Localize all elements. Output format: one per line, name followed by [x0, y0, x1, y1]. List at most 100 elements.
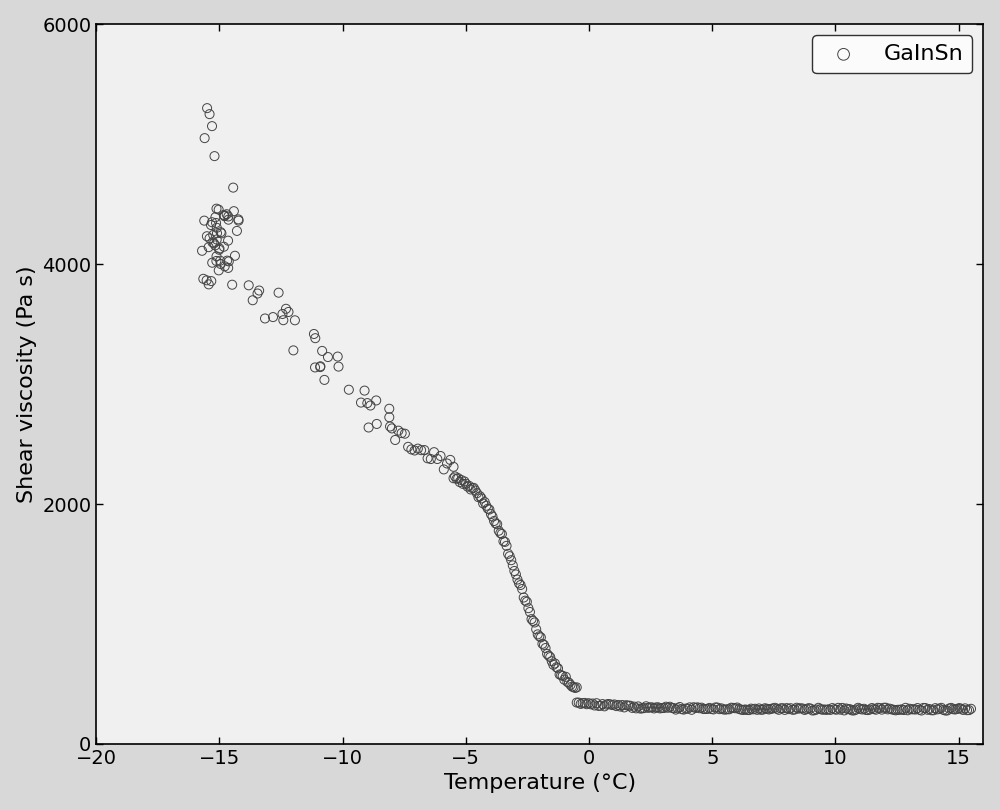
GaInSn	[196, 214, 212, 227]
GaInSn	[628, 702, 644, 715]
GaInSn	[458, 477, 474, 490]
GaInSn	[961, 704, 977, 717]
GaInSn	[921, 702, 937, 715]
GaInSn	[955, 703, 971, 716]
GaInSn	[382, 420, 398, 433]
GaInSn	[230, 213, 246, 226]
GaInSn	[795, 702, 811, 715]
GaInSn	[727, 701, 743, 714]
GaInSn	[528, 623, 544, 636]
GaInSn	[209, 233, 225, 246]
GaInSn	[199, 230, 215, 243]
GaInSn	[591, 699, 607, 712]
GaInSn	[548, 661, 564, 674]
GaInSn	[759, 702, 775, 715]
GaInSn	[559, 676, 575, 688]
GaInSn	[447, 470, 463, 483]
GaInSn	[699, 702, 715, 715]
GaInSn	[729, 701, 745, 714]
GaInSn	[757, 701, 773, 714]
GaInSn	[654, 701, 670, 714]
GaInSn	[561, 676, 577, 689]
GaInSn	[199, 274, 215, 287]
GaInSn	[931, 702, 947, 715]
GaInSn	[423, 453, 439, 466]
GaInSn	[587, 699, 603, 712]
GaInSn	[205, 228, 221, 241]
GaInSn	[832, 703, 848, 716]
GaInSn	[923, 704, 939, 717]
GaInSn	[274, 308, 290, 321]
GaInSn	[854, 703, 870, 716]
GaInSn	[203, 275, 219, 288]
GaInSn	[477, 496, 493, 509]
GaInSn	[384, 422, 400, 435]
GaInSn	[791, 702, 807, 715]
GaInSn	[900, 704, 916, 717]
GaInSn	[410, 442, 426, 455]
GaInSn	[703, 702, 719, 715]
GaInSn	[480, 502, 496, 515]
GaInSn	[844, 704, 860, 717]
GaInSn	[711, 703, 727, 716]
GaInSn	[197, 132, 213, 145]
GaInSn	[481, 503, 497, 516]
GaInSn	[381, 411, 397, 424]
GaInSn	[783, 701, 799, 714]
GaInSn	[779, 701, 795, 714]
GaInSn	[888, 704, 904, 717]
GaInSn	[208, 216, 224, 229]
GaInSn	[874, 703, 890, 716]
GaInSn	[658, 700, 674, 713]
GaInSn	[209, 227, 225, 240]
GaInSn	[755, 703, 771, 716]
GaInSn	[208, 202, 224, 215]
GaInSn	[894, 703, 910, 716]
GaInSn	[513, 578, 529, 591]
GaInSn	[213, 258, 229, 271]
GaInSn	[569, 681, 585, 694]
GaInSn	[690, 701, 706, 714]
GaInSn	[902, 702, 918, 715]
GaInSn	[751, 702, 767, 715]
GaInSn	[357, 384, 373, 397]
GaInSn	[552, 668, 568, 681]
GaInSn	[224, 279, 240, 292]
GaInSn	[511, 577, 527, 590]
GaInSn	[502, 550, 518, 563]
GaInSn	[731, 702, 747, 715]
GaInSn	[204, 256, 220, 269]
GaInSn	[717, 703, 733, 716]
GaInSn	[516, 591, 532, 604]
GaInSn	[485, 510, 501, 523]
GaInSn	[789, 701, 805, 714]
GaInSn	[195, 272, 211, 285]
GaInSn	[381, 403, 397, 416]
GaInSn	[820, 703, 836, 716]
GaInSn	[312, 360, 328, 373]
GaInSn	[733, 703, 749, 716]
GaInSn	[330, 350, 346, 363]
GaInSn	[917, 701, 933, 714]
GaInSn	[216, 209, 232, 222]
GaInSn	[785, 703, 801, 716]
GaInSn	[842, 703, 858, 716]
GaInSn	[892, 703, 908, 716]
GaInSn	[209, 221, 225, 234]
GaInSn	[208, 254, 224, 267]
GaInSn	[483, 508, 499, 521]
GaInSn	[725, 701, 741, 714]
GaInSn	[397, 427, 413, 440]
GaInSn	[314, 344, 330, 357]
GaInSn	[701, 701, 717, 714]
GaInSn	[866, 702, 882, 715]
GaInSn	[220, 234, 236, 247]
GaInSn	[287, 313, 303, 326]
GaInSn	[709, 701, 725, 714]
GaInSn	[812, 702, 828, 715]
GaInSn	[860, 704, 876, 717]
GaInSn	[620, 699, 636, 712]
GaInSn	[494, 527, 510, 540]
GaInSn	[747, 702, 763, 715]
GaInSn	[331, 360, 347, 373]
